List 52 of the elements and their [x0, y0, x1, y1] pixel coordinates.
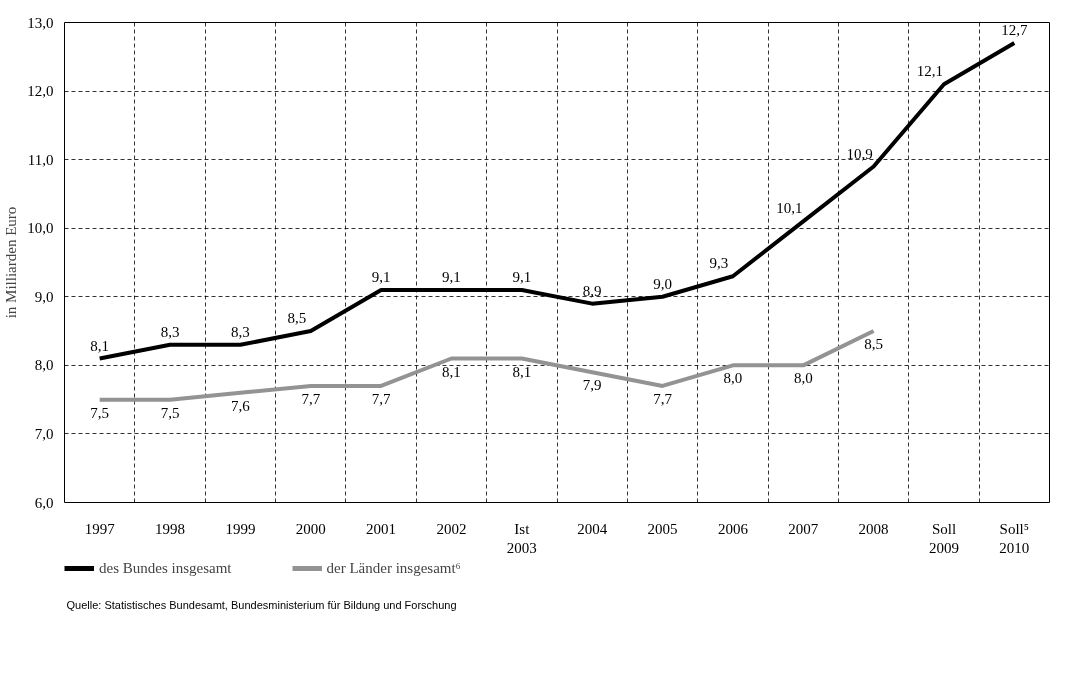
- data-label: 7,6: [231, 397, 251, 414]
- y-tick-label: 11,0: [27, 151, 54, 168]
- data-label: 8,3: [160, 323, 180, 340]
- x-tick-label: 2000: [295, 520, 326, 537]
- x-tick-label: 2008: [858, 520, 889, 537]
- data-label: 8,1: [442, 363, 461, 380]
- y-tick-label: 6,0: [34, 494, 54, 511]
- data-label: 8,5: [864, 336, 883, 353]
- data-label: 8,1: [90, 337, 110, 354]
- x-tick-label: 2002: [436, 520, 467, 537]
- x-tick-label: 2001: [366, 520, 397, 537]
- data-label: 9,0: [653, 275, 672, 292]
- x-tick-label: 2006: [717, 520, 749, 537]
- source-note: Quelle: Statistisches Bundesamt, Bundesministerium für Bildung und Forschung: [66, 598, 457, 611]
- y-tick-label: 7,0: [34, 425, 54, 442]
- x-tick-label: Soll⁵ 2010: [999, 520, 1030, 556]
- data-label: 8,5: [287, 310, 307, 327]
- data-label: 8,1: [512, 363, 532, 380]
- legend-label: des Bundes insgesamt: [99, 559, 232, 577]
- x-tick-label: 2007: [788, 520, 819, 537]
- data-label: 7,9: [582, 377, 602, 394]
- data-label: 8,3: [231, 323, 250, 340]
- data-label: 10,9: [846, 145, 873, 162]
- data-label: 8,9: [582, 282, 602, 299]
- data-label: 7,7: [371, 390, 391, 407]
- x-tick-label: Soll 2009: [928, 520, 959, 556]
- data-label: 9,1: [442, 268, 461, 285]
- data-label: 9,1: [512, 268, 532, 285]
- y-tick-label: 10,0: [27, 220, 54, 237]
- y-tick-label: 8,0: [34, 357, 54, 374]
- data-label: 8,0: [793, 370, 813, 387]
- data-label: 7,7: [301, 390, 321, 407]
- data-label: 12,1: [916, 63, 944, 80]
- y-tick-label: 12,0: [27, 83, 54, 100]
- data-label: 12,7: [1001, 22, 1028, 39]
- y-tick-label: 9,0: [34, 288, 54, 305]
- data-label: 10,1: [776, 200, 803, 217]
- x-tick-label: 1997: [84, 520, 116, 537]
- y-tick-label: 13,0: [27, 14, 54, 31]
- y-axis-title: in Milliarden Euro: [3, 206, 20, 319]
- data-label: 7,5: [160, 404, 180, 421]
- x-tick-label: 1998: [155, 520, 186, 537]
- data-label: 8,0: [723, 370, 743, 387]
- data-label: 7,5: [90, 404, 110, 421]
- data-label: 9,3: [709, 255, 729, 272]
- x-tick-label: Ist 2003: [506, 520, 537, 556]
- data-label: 9,1: [371, 268, 391, 285]
- x-tick-label: 2004: [577, 520, 608, 537]
- x-tick-label: 2005: [647, 520, 678, 537]
- x-tick-label: 1999: [225, 520, 256, 537]
- data-label: 7,7: [653, 390, 673, 407]
- legend-label: der Länder insgesamt⁶: [326, 559, 461, 577]
